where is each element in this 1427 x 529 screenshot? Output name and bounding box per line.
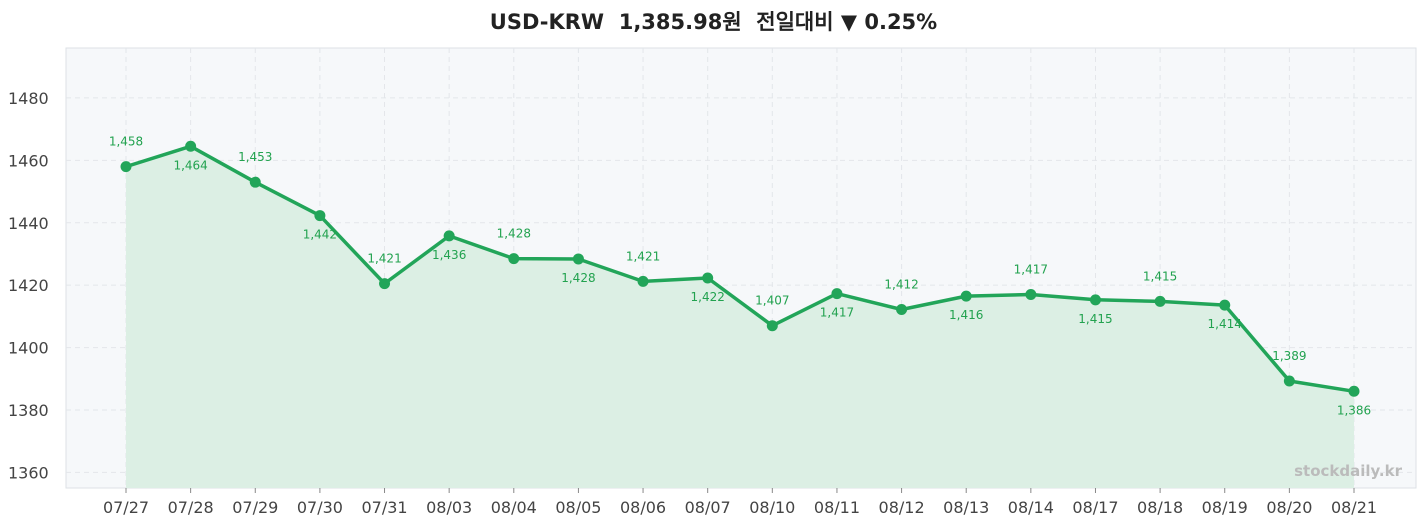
data-points	[120, 140, 1360, 397]
data-label: 1,453	[238, 150, 272, 164]
data-label: 1,414	[1208, 317, 1242, 331]
y-tick-label: 1420	[8, 276, 49, 295]
change-percent: 0.25%	[864, 10, 938, 34]
data-point	[766, 320, 778, 332]
series-line	[125, 144, 1355, 394]
data-label: 1,386	[1337, 403, 1371, 417]
data-point	[508, 253, 520, 265]
y-tick-label: 1460	[8, 151, 49, 170]
data-label: 1,415	[1143, 269, 1177, 283]
data-label: 1,389	[1272, 349, 1306, 363]
x-axis: 07/27 07/28 07/29 07/30 07/31 08/03 08/04 08/05…	[103, 488, 1377, 517]
x-tick-label: 08/06	[620, 498, 666, 517]
data-label: 1,415	[1078, 312, 1112, 326]
data-label: 1,421	[626, 249, 660, 263]
x-tick-label: 07/29	[232, 498, 278, 517]
x-tick-label: 08/14	[1008, 498, 1054, 517]
data-label: 1,421	[367, 252, 401, 266]
x-tick-label: 08/18	[1137, 498, 1183, 517]
pair-label: USD-KRW	[489, 10, 605, 34]
x-tick-label: 08/17	[1072, 498, 1118, 517]
data-point	[572, 253, 584, 265]
data-point	[1154, 295, 1166, 307]
data-point	[120, 161, 132, 173]
x-tick-label: 08/12	[879, 498, 925, 517]
x-tick-label: 08/19	[1202, 498, 1248, 517]
y-tick-label: 1360	[8, 463, 49, 482]
data-point	[379, 278, 391, 290]
watermark: stockdaily.kr	[1294, 462, 1402, 480]
data-point	[896, 304, 908, 316]
x-tick-label: 08/05	[555, 498, 601, 517]
data-label: 1,417	[1014, 263, 1048, 277]
price-label: 1,385.98원	[618, 10, 742, 34]
data-labels: 1,458 1,464 1,453 1,442 1,421 1,436 1,428 1,428…	[109, 135, 1371, 418]
x-tick-label: 07/30	[297, 498, 343, 517]
x-tick-label: 08/10	[749, 498, 795, 517]
y-tick-label: 1440	[8, 214, 49, 233]
data-point	[637, 275, 649, 287]
data-point	[443, 230, 455, 242]
x-tick-label: 08/20	[1266, 498, 1312, 517]
change-label: 전일대비	[756, 10, 834, 34]
y-tick-label: 1480	[8, 89, 49, 108]
chart-title: USD-KRW 1,385.98원 전일대비 ▼ 0.25%	[0, 6, 1427, 36]
y-axis: 1360 1380 1400 1420 1440 1460 1480	[8, 89, 49, 482]
x-tick-label: 07/28	[168, 498, 214, 517]
x-tick-label: 07/27	[103, 498, 149, 517]
data-point	[1025, 289, 1037, 301]
data-point	[1219, 299, 1231, 311]
data-point	[960, 290, 972, 302]
data-label: 1,458	[109, 135, 143, 149]
data-point	[831, 288, 843, 300]
data-label: 1,416	[949, 308, 983, 322]
data-label: 1,417	[820, 306, 854, 320]
data-label: 1,442	[303, 228, 337, 242]
data-point	[185, 140, 197, 152]
y-tick-label: 1400	[8, 339, 49, 358]
data-point	[314, 210, 326, 222]
x-tick-label: 08/03	[426, 498, 472, 517]
data-point	[1283, 375, 1295, 387]
area-fill	[126, 146, 1354, 489]
data-point	[702, 272, 714, 284]
y-tick-label: 1380	[8, 401, 49, 420]
data-point	[1089, 294, 1101, 306]
data-label: 1,428	[561, 271, 595, 285]
x-tick-label: 08/04	[491, 498, 537, 517]
data-point	[1348, 385, 1360, 397]
data-label: 1,428	[497, 227, 531, 241]
data-label: 1,422	[691, 290, 725, 304]
x-tick-label: 07/31	[361, 498, 407, 517]
data-label: 1,464	[173, 158, 207, 172]
x-tick-label: 08/21	[1331, 498, 1377, 517]
data-label: 1,436	[432, 248, 466, 262]
x-tick-label: 08/11	[814, 498, 860, 517]
down-arrow-icon: ▼	[840, 10, 858, 34]
data-label: 1,412	[884, 278, 918, 292]
x-tick-label: 08/07	[685, 498, 731, 517]
data-label: 1,407	[755, 294, 789, 308]
data-point	[249, 176, 261, 188]
x-tick-label: 08/13	[943, 498, 989, 517]
